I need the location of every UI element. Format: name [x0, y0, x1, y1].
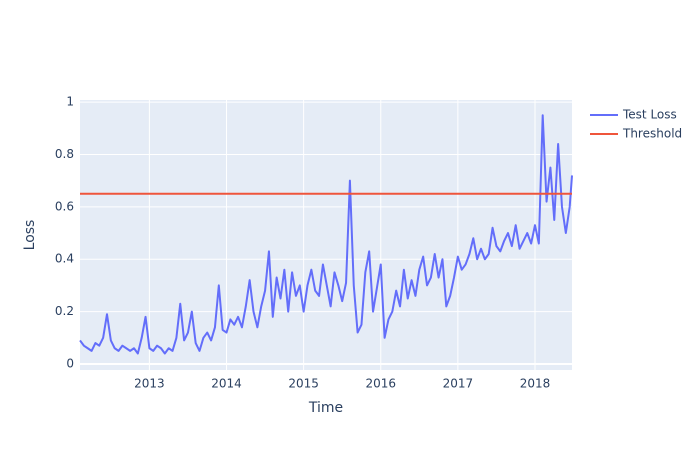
- x-tick-label: 2017: [443, 377, 474, 391]
- x-tick-label: 2014: [211, 377, 242, 391]
- plot-background: [80, 100, 572, 370]
- legend-label: Test Loss: [622, 108, 677, 122]
- x-tick-label: 2015: [288, 377, 319, 391]
- legend-label: Threshold: [622, 127, 682, 141]
- x-tick-label: 2013: [134, 377, 165, 391]
- y-tick-label: 0.8: [55, 147, 74, 161]
- y-tick-label: 0.2: [55, 304, 74, 318]
- x-tick-label: 2016: [365, 377, 396, 391]
- y-axis-title: Loss: [22, 220, 38, 251]
- y-tick-label: 0.6: [55, 199, 74, 213]
- series-line: [79, 114, 573, 355]
- y-tick-label: 0.4: [55, 252, 74, 266]
- x-axis-title: Time: [308, 400, 343, 416]
- y-tick-label: 1: [66, 95, 74, 109]
- y-tick-label: 0: [66, 356, 74, 370]
- x-tick-label: 2018: [520, 377, 551, 391]
